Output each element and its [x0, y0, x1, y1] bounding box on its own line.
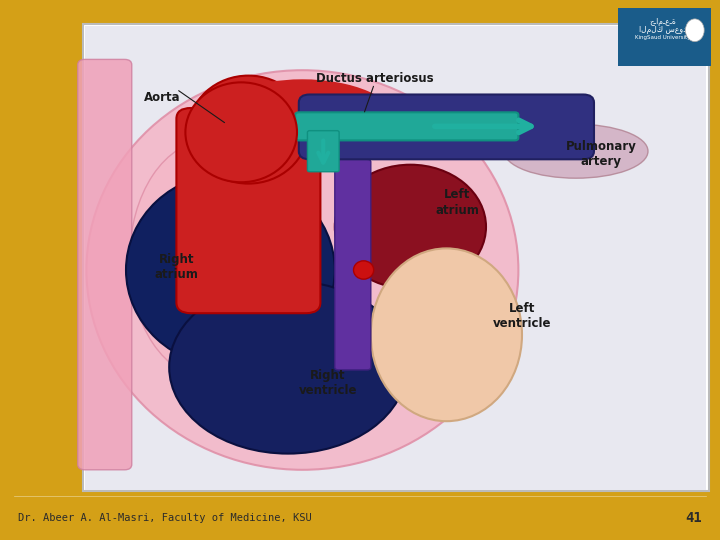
- Text: Right
atrium: Right atrium: [155, 253, 198, 281]
- Ellipse shape: [354, 261, 374, 279]
- FancyArrowPatch shape: [435, 120, 531, 132]
- Text: Pulmonary
artery: Pulmonary artery: [566, 140, 636, 168]
- Text: جـامـعـة: جـامـعـة: [649, 17, 676, 26]
- Text: Aorta: Aorta: [144, 91, 180, 104]
- Text: Left
ventricle: Left ventricle: [492, 302, 552, 330]
- Ellipse shape: [130, 140, 288, 378]
- Ellipse shape: [126, 173, 335, 367]
- FancyBboxPatch shape: [335, 159, 371, 370]
- Ellipse shape: [371, 248, 522, 421]
- Ellipse shape: [685, 19, 704, 42]
- Text: 41: 41: [685, 511, 702, 525]
- Text: Left
atrium: Left atrium: [436, 188, 479, 217]
- FancyBboxPatch shape: [307, 131, 339, 172]
- Text: Dr. Abeer A. Al-Masri, Faculty of Medicine, KSU: Dr. Abeer A. Al-Masri, Faculty of Medici…: [18, 513, 312, 523]
- Text: الملك سعود: الملك سعود: [639, 25, 686, 33]
- FancyBboxPatch shape: [176, 108, 320, 313]
- FancyBboxPatch shape: [0, 496, 720, 540]
- Ellipse shape: [504, 124, 648, 178]
- Ellipse shape: [169, 281, 407, 454]
- FancyBboxPatch shape: [618, 8, 711, 66]
- FancyBboxPatch shape: [295, 112, 518, 140]
- FancyBboxPatch shape: [299, 94, 594, 159]
- Text: Ductus arteriosus: Ductus arteriosus: [315, 72, 433, 85]
- Text: Right
ventricle: Right ventricle: [298, 369, 357, 397]
- FancyArrowPatch shape: [318, 140, 328, 163]
- Ellipse shape: [335, 165, 486, 289]
- FancyBboxPatch shape: [78, 59, 132, 470]
- Ellipse shape: [86, 70, 518, 470]
- FancyBboxPatch shape: [85, 26, 706, 490]
- Ellipse shape: [186, 82, 297, 183]
- Ellipse shape: [189, 76, 307, 184]
- Text: KingSaud University: KingSaud University: [635, 35, 690, 40]
- FancyBboxPatch shape: [83, 24, 709, 491]
